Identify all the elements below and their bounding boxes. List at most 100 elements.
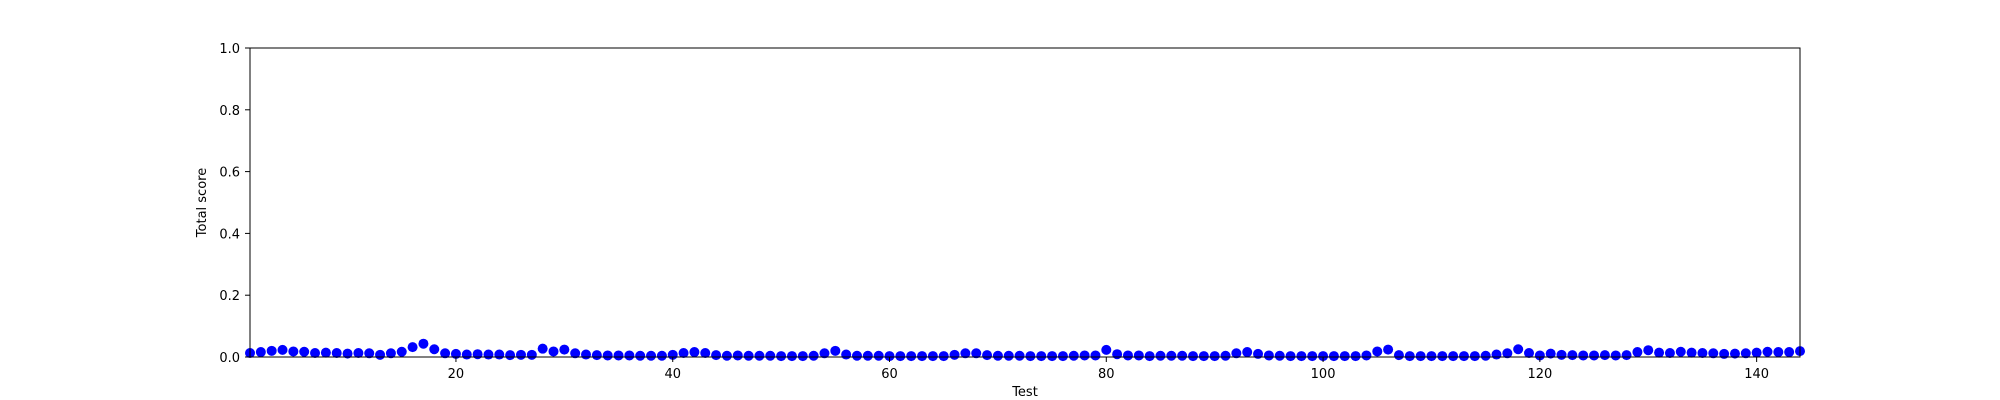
data-point: [385, 348, 396, 359]
data-point: [1415, 351, 1426, 362]
data-point: [1437, 351, 1448, 362]
data-point: [1090, 350, 1101, 361]
x-tick-label: 80: [1098, 367, 1115, 382]
data-point: [678, 347, 689, 358]
data-point: [1751, 347, 1762, 358]
data-point: [1361, 350, 1372, 361]
data-point: [927, 351, 938, 362]
data-point: [537, 343, 548, 354]
data-point: [472, 349, 483, 360]
data-point: [949, 349, 960, 360]
y-tick-label: 0.8: [219, 104, 240, 119]
data-point: [1328, 351, 1339, 362]
data-point: [1144, 351, 1155, 362]
data-point: [602, 350, 613, 361]
data-point: [1654, 347, 1665, 358]
data-point: [1599, 350, 1610, 361]
data-point: [732, 350, 743, 361]
data-point: [1014, 350, 1025, 361]
y-tick-label: 1.0: [219, 42, 240, 57]
data-point: [992, 350, 1003, 361]
data-point: [1480, 350, 1491, 361]
data-point: [277, 344, 288, 355]
data-point: [1339, 351, 1350, 362]
data-point: [483, 349, 494, 360]
data-point: [917, 351, 928, 362]
data-point: [364, 348, 375, 359]
data-point: [418, 338, 429, 349]
data-point: [396, 346, 407, 357]
y-tick-label: 0.0: [219, 351, 240, 366]
data-point: [754, 350, 765, 361]
data-point: [1068, 350, 1079, 361]
data-point: [1220, 350, 1231, 361]
data-point: [830, 345, 841, 356]
data-point: [1198, 351, 1209, 362]
data-point: [1643, 345, 1654, 356]
data-point: [570, 348, 581, 359]
data-point: [906, 351, 917, 362]
x-tick-label: 20: [448, 367, 465, 382]
data-point: [1404, 351, 1415, 362]
data-point: [884, 351, 895, 362]
data-point: [494, 349, 505, 360]
data-point: [375, 349, 386, 360]
data-point: [1589, 350, 1600, 361]
data-point: [1773, 347, 1784, 358]
data-point: [1491, 349, 1502, 360]
data-point: [461, 349, 472, 360]
data-point: [1133, 350, 1144, 361]
data-point: [1513, 344, 1524, 355]
data-point: [1719, 348, 1730, 359]
data-point: [1003, 350, 1014, 361]
data-point: [1177, 350, 1188, 361]
data-point: [515, 349, 526, 360]
data-point: [613, 350, 624, 361]
data-point: [1057, 351, 1068, 362]
data-point: [353, 347, 364, 358]
data-point: [299, 346, 310, 357]
data-point: [1502, 348, 1513, 359]
data-point: [1231, 348, 1242, 359]
data-point: [1393, 350, 1404, 361]
data-point: [1664, 347, 1675, 358]
data-point: [310, 347, 321, 358]
y-tick-label: 0.4: [219, 227, 240, 242]
data-point: [808, 350, 819, 361]
data-point: [765, 350, 776, 361]
data-point: [1729, 348, 1740, 359]
data-point: [743, 350, 754, 361]
data-point: [331, 347, 342, 358]
data-point: [1372, 346, 1383, 357]
data-point: [656, 350, 667, 361]
data-point: [700, 347, 711, 358]
data-point: [819, 348, 830, 359]
data-point: [862, 350, 873, 361]
data-point: [841, 349, 852, 360]
data-point: [1318, 351, 1329, 362]
data-point: [1578, 350, 1589, 361]
data-point: [1307, 351, 1318, 362]
data-point: [548, 346, 559, 357]
data-point: [1101, 344, 1112, 355]
data-point: [1350, 351, 1361, 362]
data-point: [786, 351, 797, 362]
x-tick-label: 40: [664, 367, 681, 382]
data-point: [342, 348, 353, 359]
data-point: [689, 347, 700, 358]
data-point: [266, 345, 277, 356]
data-point: [1209, 351, 1220, 362]
data-point: [288, 346, 299, 357]
data-point: [1296, 351, 1307, 362]
data-point: [1448, 351, 1459, 362]
data-point: [646, 350, 657, 361]
plot-frame: [249, 47, 1801, 358]
data-point: [1383, 344, 1394, 355]
data-point: [559, 344, 570, 355]
data-point: [1632, 347, 1643, 358]
y-tick-label: 0.2: [219, 289, 240, 304]
data-point: [797, 351, 808, 362]
data-point: [1458, 351, 1469, 362]
